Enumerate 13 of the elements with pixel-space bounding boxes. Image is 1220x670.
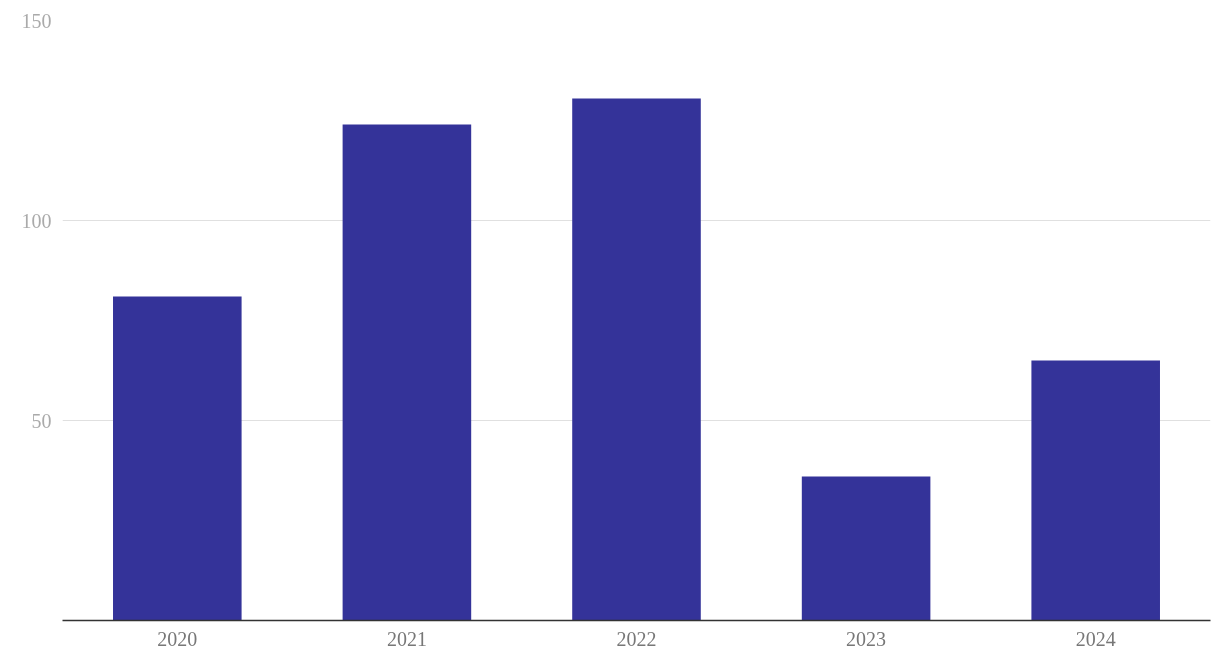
bar (801, 476, 931, 621)
y-tick-label: 150 (21, 9, 52, 32)
x-tick-label: 2021 (386, 627, 427, 650)
x-tick-label: 2020 (157, 627, 198, 650)
y-tick-label: 100 (21, 209, 52, 232)
x-tick-label: 2023 (846, 627, 887, 650)
bar (572, 98, 701, 621)
bar (1031, 360, 1160, 621)
x-tick-label: 2022 (616, 627, 657, 650)
bar (113, 296, 242, 621)
x-tick-label: 2024 (1075, 627, 1116, 650)
bar (342, 124, 472, 621)
y-tick-label: 50 (31, 409, 52, 432)
